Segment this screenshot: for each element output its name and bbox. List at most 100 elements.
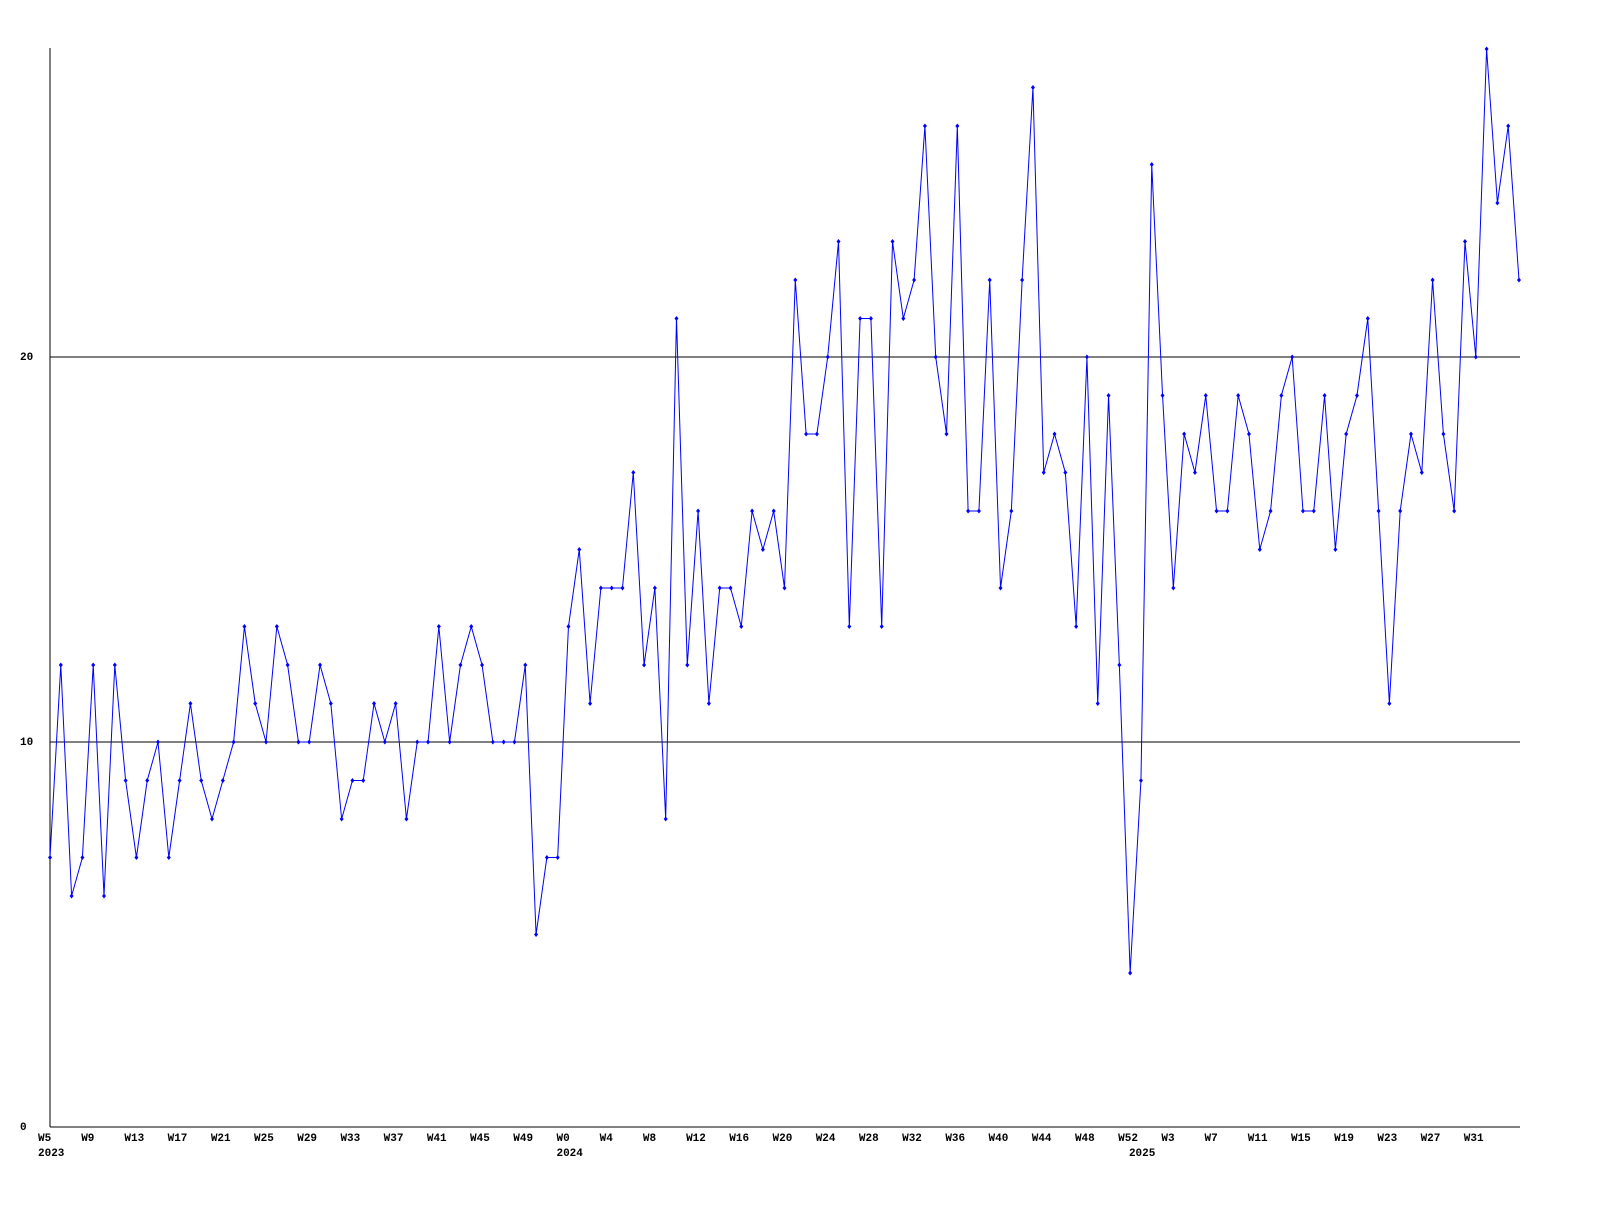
data-point <box>577 547 582 552</box>
data-point <box>1030 85 1035 90</box>
data-point <box>350 778 355 783</box>
x-tick-label: W20 <box>773 1133 793 1145</box>
data-point <box>1095 701 1100 706</box>
x-tick-label: W41 <box>427 1133 447 1145</box>
data-point <box>858 316 863 321</box>
x-tick-label: W15 <box>1291 1133 1311 1145</box>
data-point <box>620 585 625 591</box>
x-tick-label: W31 <box>1464 1133 1484 1145</box>
x-tick-label: W8 <box>643 1133 657 1145</box>
data-point <box>879 624 884 629</box>
x-tick-label: W7 <box>1205 1133 1218 1145</box>
x-tick-label: W45 <box>470 1133 490 1145</box>
data-point <box>1462 239 1467 244</box>
x-tick-label: W17 <box>168 1133 188 1145</box>
data-point <box>382 739 387 745</box>
data-point <box>1322 393 1327 398</box>
data-point <box>1268 508 1273 514</box>
x-tick-label: W25 <box>254 1133 274 1145</box>
data-point <box>598 585 603 591</box>
x-tick-label: W48 <box>1075 1133 1095 1145</box>
x-tick-label: W37 <box>384 1133 404 1145</box>
data-point <box>760 547 765 552</box>
data-point <box>102 893 107 899</box>
data-point <box>523 662 528 668</box>
x-tick-label: W9 <box>81 1133 94 1145</box>
data-point <box>998 585 1003 591</box>
data-point <box>80 855 85 860</box>
x-tick-label: W23 <box>1377 1133 1397 1145</box>
data-point <box>674 316 679 321</box>
data-point <box>1203 393 1208 398</box>
data-point <box>242 624 247 629</box>
data-point <box>307 739 312 745</box>
data-point <box>544 855 549 860</box>
data-point <box>685 662 690 668</box>
data-point <box>328 701 333 706</box>
data-point <box>706 701 711 706</box>
data-point <box>1506 123 1511 129</box>
data-point <box>372 701 377 706</box>
data-point <box>48 855 52 860</box>
data-point <box>436 624 441 629</box>
x-tick-label: W4 <box>600 1133 614 1145</box>
data-point <box>1495 200 1500 206</box>
data-point <box>652 585 657 591</box>
data-point <box>1517 277 1521 283</box>
x-tick-label: W40 <box>989 1133 1009 1145</box>
data-point <box>274 624 279 629</box>
x-tick-label: W24 <box>816 1133 836 1145</box>
data-point <box>1257 547 1262 552</box>
data-point <box>868 316 873 321</box>
data-point <box>804 431 809 437</box>
data-point <box>1354 393 1359 398</box>
data-point <box>1020 277 1025 283</box>
data-point <box>1138 778 1143 783</box>
data-point <box>296 739 301 745</box>
data-line <box>49 48 1520 974</box>
data-point <box>944 431 949 437</box>
data-point <box>166 855 171 860</box>
data-point <box>1074 624 1079 629</box>
x-tick-label: W49 <box>513 1133 533 1145</box>
data-point <box>231 739 236 745</box>
data-point <box>426 739 431 745</box>
data-point <box>1149 162 1154 167</box>
data-point <box>1473 354 1478 360</box>
x-tick-label: W52 <box>1118 1133 1138 1145</box>
data-point <box>253 701 258 706</box>
data-point <box>1452 508 1457 514</box>
data-point <box>717 585 722 591</box>
data-point <box>1387 701 1392 706</box>
y-tick-label: 10 <box>20 737 33 749</box>
x-tick-label: W21 <box>211 1133 231 1145</box>
data-point <box>1408 431 1413 437</box>
data-point <box>188 701 193 706</box>
data-point <box>512 739 517 745</box>
data-point <box>890 239 895 244</box>
y-tick-label: 20 <box>20 352 33 364</box>
x-tick-label: W12 <box>686 1133 706 1145</box>
data-point <box>1084 354 1089 360</box>
data-point <box>966 508 971 514</box>
data-point <box>1214 508 1219 514</box>
x-tick-label: W16 <box>729 1133 749 1145</box>
data-point <box>1182 431 1187 437</box>
data-point <box>1398 508 1403 514</box>
x-tick-label: W19 <box>1334 1133 1354 1145</box>
data-point <box>318 662 323 668</box>
data-point <box>1063 470 1068 475</box>
data-point <box>566 624 571 629</box>
data-point <box>1106 393 1111 398</box>
data-point <box>490 739 495 745</box>
data-point <box>1344 431 1349 437</box>
data-point <box>1333 547 1338 552</box>
data-point <box>663 816 668 822</box>
y-tick-label: 0 <box>20 1122 27 1134</box>
data-point <box>696 508 701 514</box>
data-point <box>1419 470 1424 475</box>
data-point <box>415 739 420 745</box>
data-point <box>771 508 776 514</box>
data-point <box>1128 970 1133 976</box>
x-tick-label: W32 <box>902 1133 922 1145</box>
